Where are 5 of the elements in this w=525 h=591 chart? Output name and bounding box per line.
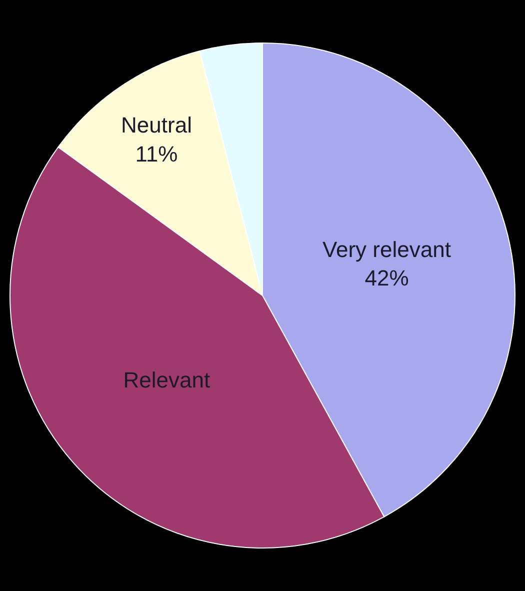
slice-label: Neutral [121,112,192,138]
data-label: 11% [135,141,178,166]
data-label: 42% [364,265,409,290]
slice-label: Very relevant [322,236,451,262]
slice-label: Relevant [123,368,210,393]
